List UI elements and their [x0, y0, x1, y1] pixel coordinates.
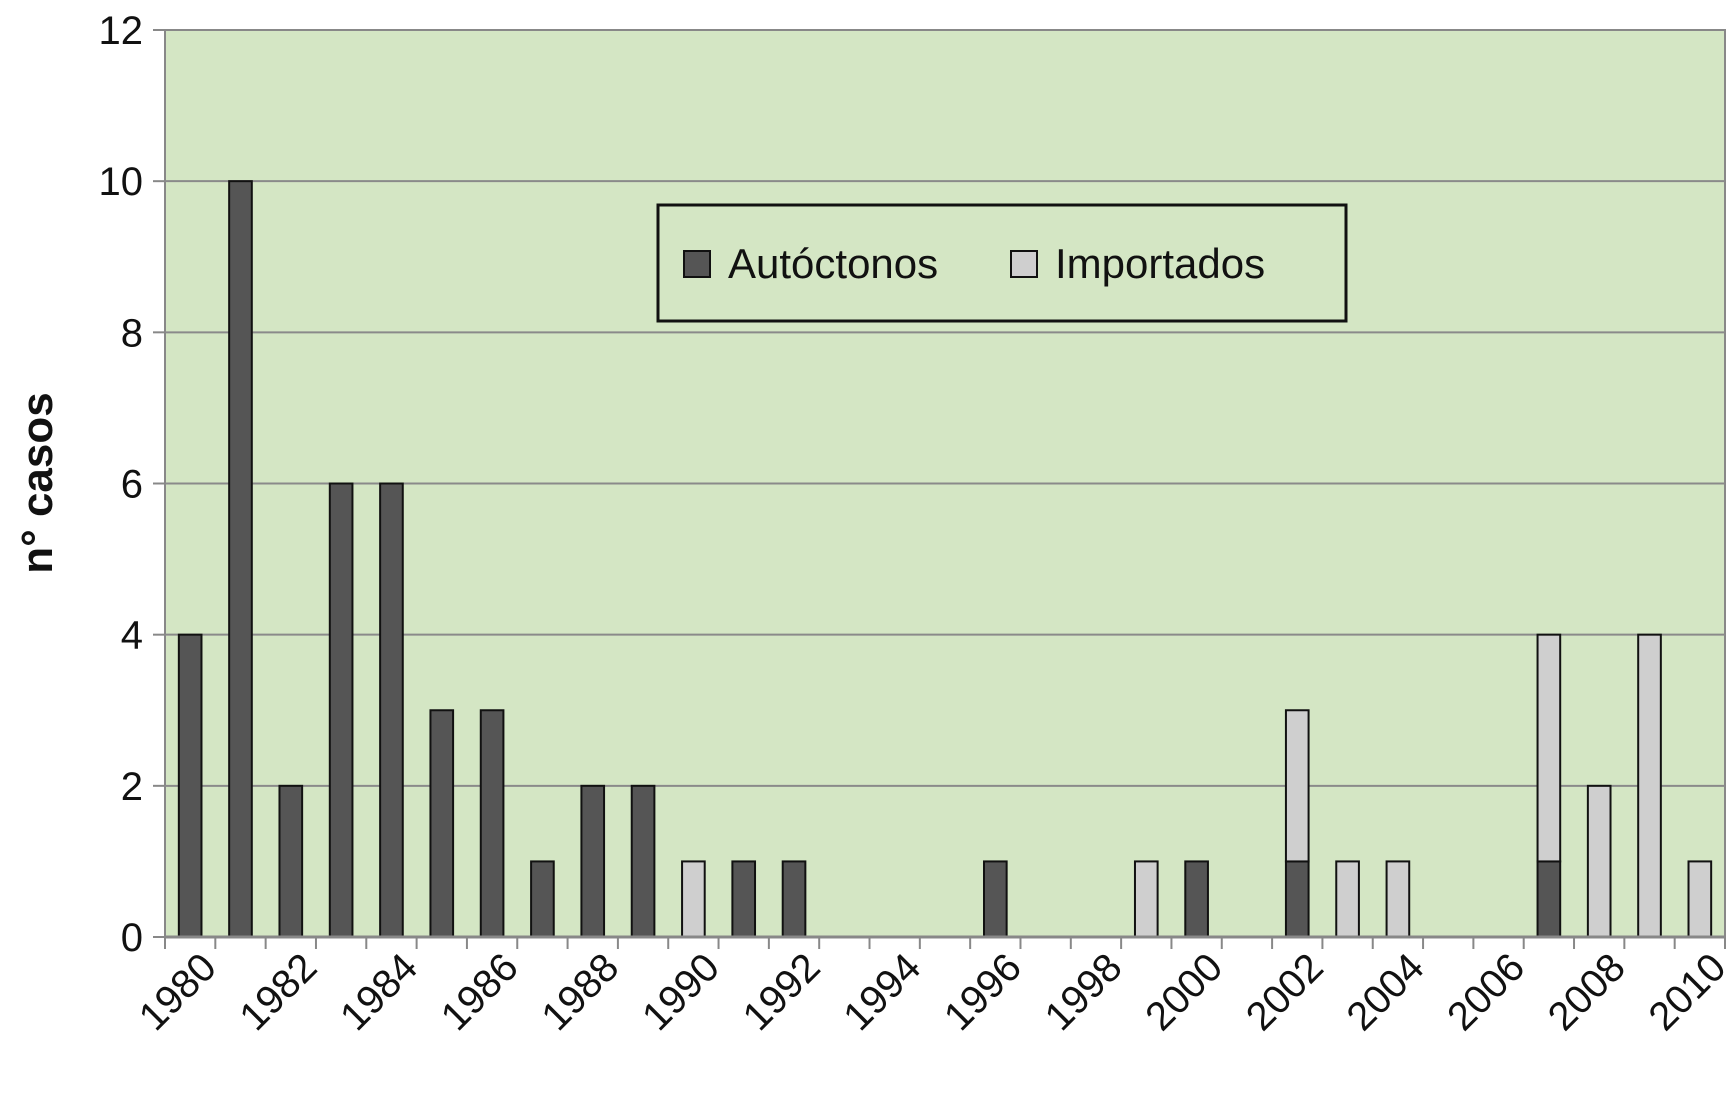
- x-tick-label: 1986: [433, 945, 527, 1039]
- y-tick-label: 0: [121, 916, 143, 960]
- bar-autoctonos-1996: [983, 860, 1008, 939]
- bar-autoctonos-1991: [731, 860, 757, 939]
- bar-autoctonos-1981: [228, 180, 253, 938]
- legend: Autóctonos Importados: [656, 203, 1348, 323]
- bar-importados-2003: [1335, 860, 1360, 939]
- y-tick-label: 12: [99, 9, 144, 53]
- y-tick-label: 6: [121, 463, 143, 507]
- bar-autoctonos-1988: [580, 784, 606, 938]
- x-tick-label: 1992: [735, 945, 829, 1039]
- x-tick-label: 2002: [1238, 945, 1332, 1039]
- x-tick-label: 1982: [231, 945, 325, 1039]
- y-tick-label: 8: [121, 311, 143, 355]
- x-ticks: 1980 1982 1984 1986 1988 1990 1992 1994 1996 1998…: [131, 937, 1734, 1039]
- legend-box: [656, 203, 1348, 323]
- bar-importados-1990: [681, 860, 706, 939]
- bars: [177, 180, 1713, 939]
- legend-swatch-importados: [1010, 250, 1038, 278]
- legend-label-importados: Importados: [1055, 240, 1265, 287]
- bar-autoctonos-1985: [429, 709, 455, 938]
- bar-autoctonos-1992: [781, 860, 807, 939]
- y-tick-label: 4: [121, 614, 143, 658]
- x-tick-label: 2006: [1439, 945, 1533, 1039]
- x-tick-label: 1984: [332, 945, 426, 1039]
- x-tick-label: 2010: [1640, 945, 1734, 1039]
- bar-autoctonos-1983: [328, 482, 354, 938]
- bar-importados-2009: [1637, 633, 1662, 939]
- bar-autoctonos-1984: [379, 482, 404, 938]
- x-tick-label: 1990: [634, 945, 728, 1039]
- bar-autoctonos-1982: [278, 784, 304, 938]
- bar-autoctonos-2007: [1536, 860, 1562, 939]
- y-axis-label: n° casos: [13, 392, 62, 573]
- bar-autoctonos-1980: [177, 633, 203, 939]
- x-tick-label: 2000: [1137, 945, 1231, 1039]
- bar-autoctonos-1989: [630, 784, 656, 938]
- x-tick-label: 1980: [131, 945, 225, 1039]
- grid-lines: [165, 180, 1725, 787]
- y-tick-label: 10: [99, 160, 144, 204]
- bar-importados-2004: [1385, 860, 1411, 939]
- y-ticks: 0 2 4 6 8 10 12: [99, 9, 165, 960]
- bar-autoctonos-1987: [530, 860, 555, 939]
- legend-swatch-autoctonos: [683, 250, 711, 278]
- x-tick-label: 1996: [936, 945, 1030, 1039]
- bar-importados-2008: [1586, 784, 1612, 938]
- bar-importados-2002: [1284, 709, 1310, 863]
- x-tick-label: 1988: [533, 945, 627, 1039]
- bar-autoctonos-2000: [1184, 860, 1209, 939]
- bar-importados-1999: [1133, 860, 1159, 939]
- bar-importados-2010: [1687, 860, 1713, 939]
- x-tick-label: 1994: [835, 945, 929, 1039]
- x-tick-label: 2008: [1540, 945, 1634, 1039]
- x-tick-label: 1998: [1037, 945, 1131, 1039]
- bar-autoctonos-1986: [479, 709, 505, 938]
- y-tick-label: 2: [121, 765, 143, 809]
- legend-label-autoctonos: Autóctonos: [728, 240, 938, 287]
- bar-autoctonos-2002: [1284, 860, 1310, 939]
- bar-importados-2007: [1536, 633, 1562, 863]
- x-tick-label: 2004: [1339, 945, 1433, 1039]
